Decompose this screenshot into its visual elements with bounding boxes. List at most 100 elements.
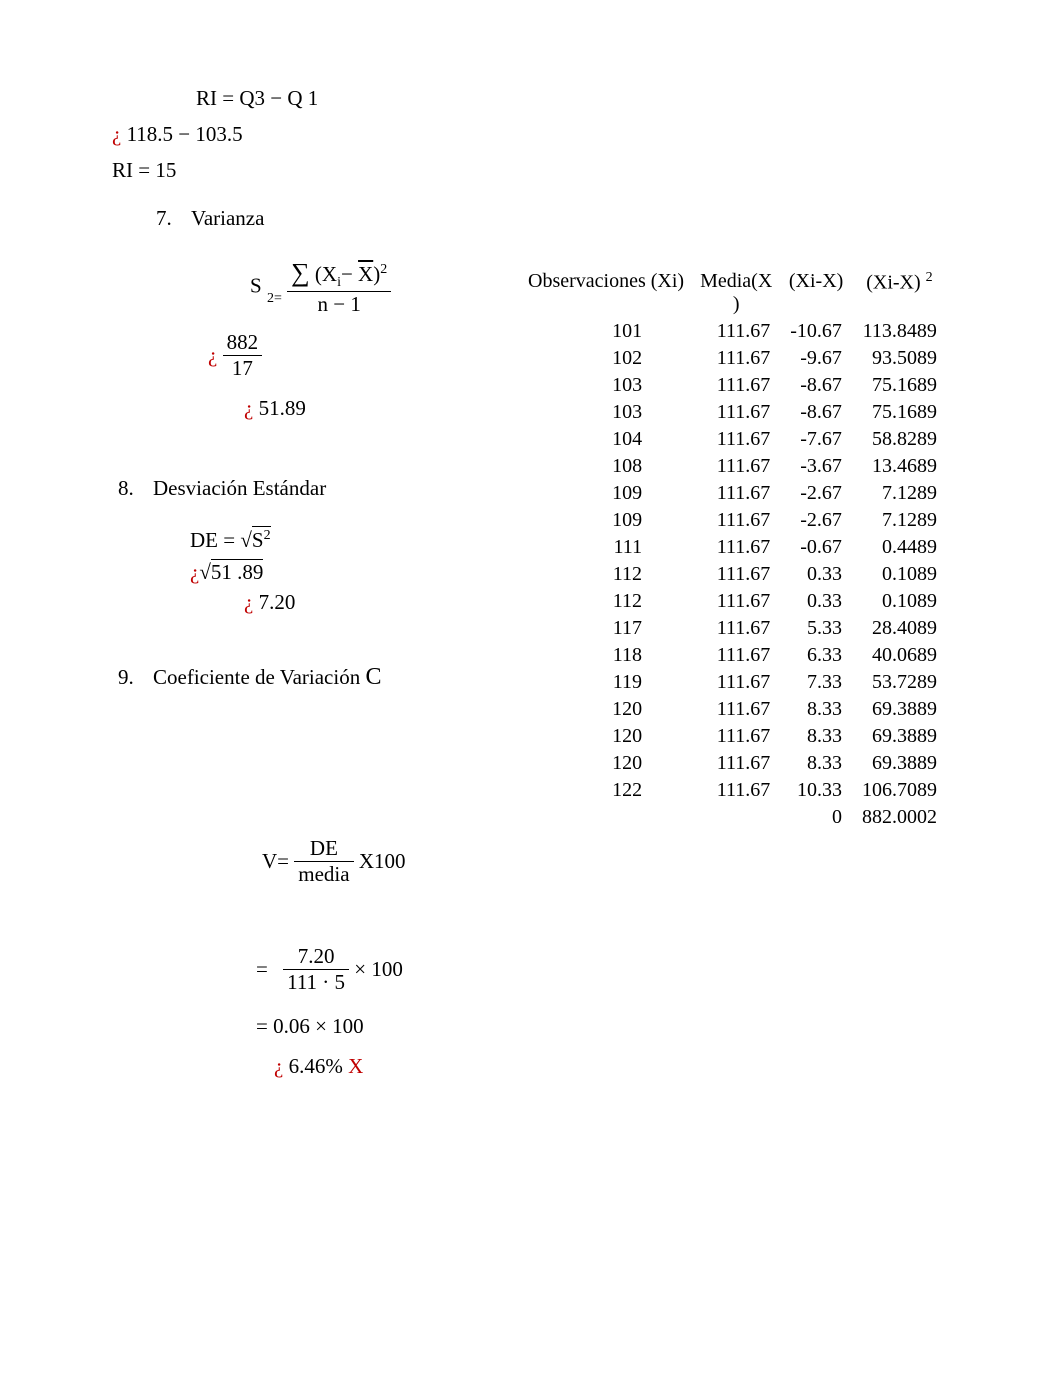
- cell-diff: 8.33: [780, 696, 852, 723]
- formula-cv-calc2: = 0.06 × 100: [256, 1014, 364, 1039]
- cell-total-diff: 0: [780, 804, 852, 831]
- cell-sq: 58.8289: [852, 426, 947, 453]
- formula-cv-definition: V= DE media X100: [262, 836, 406, 887]
- cell-media: 111.67: [692, 453, 780, 480]
- sq-sup: 2: [926, 270, 933, 285]
- s-letter: S: [252, 528, 264, 552]
- observations-table: Observaciones (Xi) Media(X ) (Xi-X) (Xi-…: [520, 268, 947, 831]
- cell-xi: 112: [520, 588, 692, 615]
- table-row: 109111.67-2.677.1289: [520, 507, 947, 534]
- missing-symbol: ¿: [112, 122, 121, 146]
- variance-fraction: ∑ (Xi− X)2 n − 1: [287, 258, 391, 317]
- cell-diff: 8.33: [780, 750, 852, 777]
- col-header-sq: (Xi-X) 2: [852, 268, 947, 318]
- cell-xi: 120: [520, 696, 692, 723]
- formula-cv-result: ¿ 6.46% X: [274, 1054, 363, 1079]
- formula-variance-result: ¿ 51.89: [244, 396, 306, 421]
- cell-diff: 10.33: [780, 777, 852, 804]
- table-row: 104111.67-7.6758.8289: [520, 426, 947, 453]
- cell-sq: 69.3889: [852, 696, 947, 723]
- missing-symbol: ¿: [274, 1054, 283, 1078]
- cell-media: 111.67: [692, 777, 780, 804]
- table-row: 117111.675.3328.4089: [520, 615, 947, 642]
- formula-cv-calc1: = 7.20 111 · 5 × 100: [256, 944, 403, 995]
- table-row: 108111.67-3.6713.4689: [520, 453, 947, 480]
- cell-media: 111.67: [692, 723, 780, 750]
- cell-media: 111.67: [692, 399, 780, 426]
- item7-number: 7.: [156, 206, 172, 230]
- cell-xi: 120: [520, 750, 692, 777]
- formula-ri-calc: ¿ 118.5 − 103.5: [112, 122, 243, 147]
- item9-label: Coeficiente de Variación: [139, 665, 365, 689]
- cell-diff: -7.67: [780, 426, 852, 453]
- cell-media: 111.67: [692, 615, 780, 642]
- cell-media: 111.67: [692, 372, 780, 399]
- cv-calc2-rhs: 0.06 × 100: [268, 1014, 364, 1038]
- cell-sq: 7.1289: [852, 480, 947, 507]
- cell-sq: 69.3889: [852, 723, 947, 750]
- cell-xi: 112: [520, 561, 692, 588]
- list-item-9: 9. Coeficiente de Variación C: [118, 664, 381, 691]
- cell-xi: 109: [520, 507, 692, 534]
- missing-symbol: ¿: [208, 343, 217, 367]
- list-item-7: 7. Varianza: [156, 206, 264, 231]
- table-row: 103111.67-8.6775.1689: [520, 399, 947, 426]
- table-row: 118111.676.3340.0689: [520, 642, 947, 669]
- cell-xi: 120: [520, 723, 692, 750]
- s-letter: S: [250, 273, 262, 297]
- cell-media: 111.67: [692, 750, 780, 777]
- cell-total-sq: 882.0002: [852, 804, 947, 831]
- item9-number: 9.: [118, 665, 134, 689]
- stddev-value: 7.20: [253, 590, 295, 614]
- cv-calc-num: 7.20: [283, 944, 349, 969]
- de-eq: DE =: [190, 528, 240, 552]
- s-exponent-eq: 2=: [267, 291, 282, 306]
- cell-sq: 75.1689: [852, 372, 947, 399]
- cell-sq: 0.1089: [852, 561, 947, 588]
- cell-media: 111.67: [692, 696, 780, 723]
- cell-xi: 108: [520, 453, 692, 480]
- table-row: 112111.670.330.1089: [520, 561, 947, 588]
- cell-diff: 6.33: [780, 642, 852, 669]
- cv-numeric-fraction: 7.20 111 · 5: [283, 944, 349, 995]
- cv-result-value: 6.46%: [283, 1054, 348, 1078]
- table-row: 119111.677.3353.7289: [520, 669, 947, 696]
- variance-denominator: n − 1: [287, 291, 391, 317]
- variance-numeric-fraction: 882 17: [223, 330, 263, 381]
- col-header-media: Media(X ): [692, 268, 780, 318]
- paren-open: (: [310, 262, 322, 286]
- v-eq: V=: [262, 849, 289, 873]
- minus: −: [341, 262, 353, 286]
- x-letter: X: [322, 262, 337, 286]
- cell-diff: -10.67: [780, 318, 852, 345]
- cell-diff: -2.67: [780, 480, 852, 507]
- cell-media: 111.67: [692, 426, 780, 453]
- cv-calc-den: 111 · 5: [283, 969, 349, 995]
- cell-sq: 7.1289: [852, 507, 947, 534]
- cell-diff: -8.67: [780, 372, 852, 399]
- cell-xi: 119: [520, 669, 692, 696]
- squared: 2: [264, 528, 271, 543]
- stddev-radicand: 51 .89: [211, 559, 264, 584]
- variance-num: 882: [223, 330, 263, 355]
- cell-sq: 0.4489: [852, 534, 947, 561]
- item7-label: Varianza: [177, 206, 264, 230]
- formula-ri-definition: RI = Q3 − Q 1: [196, 86, 318, 111]
- item9-c: C: [365, 664, 381, 690]
- formula-ri-result: RI = 15: [112, 158, 176, 183]
- table-total-row: 0882.0002: [520, 804, 947, 831]
- cell-xi: 104: [520, 426, 692, 453]
- sqrt-icon: √: [240, 528, 252, 552]
- cell-xi: 118: [520, 642, 692, 669]
- table-row: 109111.67-2.677.1289: [520, 480, 947, 507]
- table-row: 101111.67-10.67113.8489: [520, 318, 947, 345]
- cv-fraction: DE media: [294, 836, 353, 887]
- cell-sq: 40.0689: [852, 642, 947, 669]
- x-bar: X: [358, 262, 373, 286]
- cell-diff: 0.33: [780, 588, 852, 615]
- cell-sq: 53.7289: [852, 669, 947, 696]
- cell-diff: -0.67: [780, 534, 852, 561]
- cell-empty: [692, 804, 780, 831]
- missing-symbol: ¿: [244, 396, 253, 420]
- cv-x100-2: × 100: [354, 957, 403, 981]
